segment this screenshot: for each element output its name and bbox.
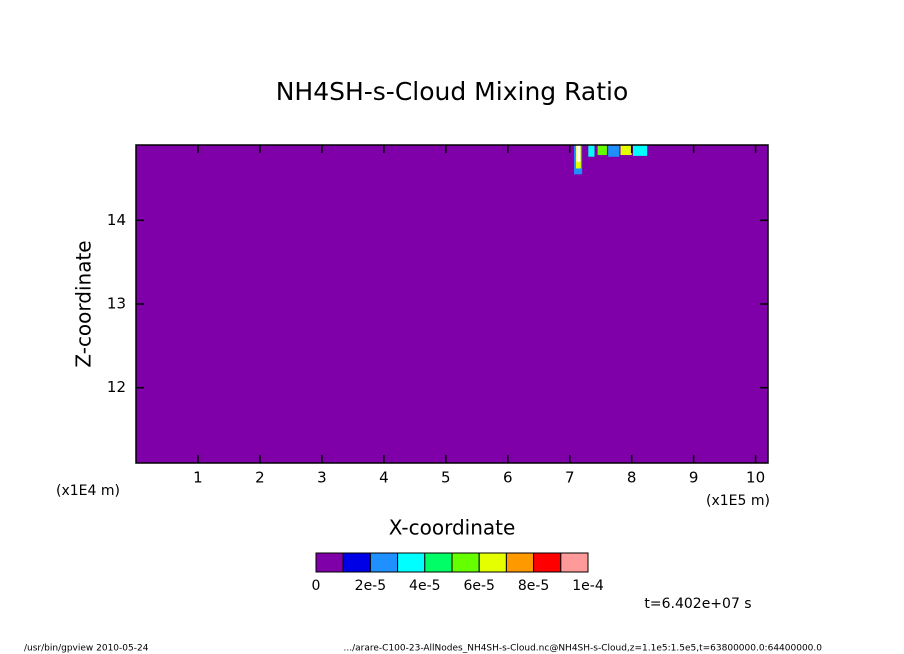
x-tick-label: 10 [746,469,765,487]
colorbar-label: 8e-5 [518,578,549,594]
x-tick-label: 5 [441,469,451,487]
colorbar-box [315,552,344,573]
contour-patch [597,145,607,156]
y-scale-label: (x1E4 m) [56,483,120,499]
colorbar-label: 2e-5 [355,578,386,594]
colorbar-box [451,552,480,573]
x-tick-label: 8 [627,469,637,487]
colorbar-box [560,552,589,573]
x-tick-label: 6 [503,469,513,487]
colorbar-label: 0 [312,578,321,594]
colorbar-box [478,552,507,573]
x-tick-label: 4 [379,469,389,487]
x-tick-label: 9 [689,469,699,487]
field-background [136,145,768,463]
x-axis-label: X-coordinate [389,516,516,540]
contour-patch [620,145,632,156]
contour-patch [588,145,595,157]
x-scale-label: (x1E5 m) [706,493,770,509]
colorbar-label: 6e-5 [463,578,494,594]
y-tick-label: 12 [107,378,126,396]
y-tick-label: 14 [107,211,126,229]
contour-patch [632,145,648,156]
time-label: t=6.402e+07 s [644,596,751,612]
contour-patch [608,145,620,157]
colorbar-box [424,552,453,573]
footer-right: .../arare-C100-23-AllNodes_NH4SH-s-Cloud… [344,644,823,654]
contour-patch [576,145,581,162]
x-tick-label: 1 [193,469,203,487]
colorbar-box [505,552,535,573]
x-tick-label: 7 [565,469,575,487]
colorbar-box [397,552,426,573]
x-tick-label: 2 [255,469,265,487]
footer-left: /usr/bin/gpview 2010-05-24 [24,644,149,654]
colorbar-box [533,552,562,573]
colorbar-label: 4e-5 [409,578,440,594]
chart-title: NH4SH-s-Cloud Mixing Ratio [276,77,629,106]
x-tick-label: 3 [317,469,327,487]
colorbar-box [342,552,371,573]
colorbar-label: 1e-4 [572,578,604,594]
colorbar-box [369,552,399,573]
y-tick-label: 13 [107,295,126,313]
y-axis-label: Z-coordinate [72,240,96,367]
